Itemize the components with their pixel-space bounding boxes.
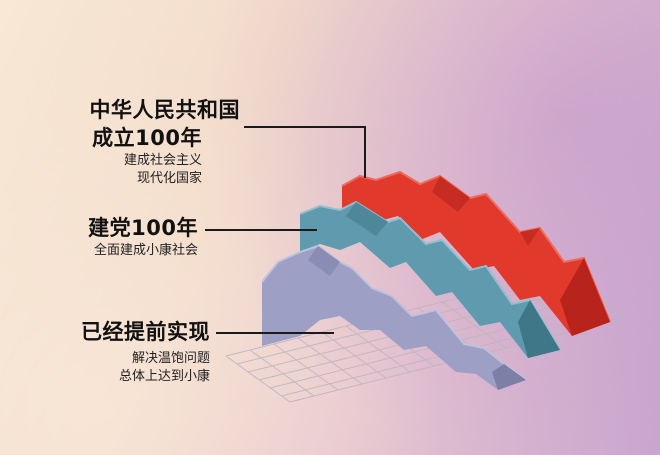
milestone-3-desc-line1: 解决温饱问题 — [131, 351, 210, 366]
milestone-3-leader-line — [216, 332, 334, 334]
milestone-1-desc-line2: 现代化国家 — [136, 171, 202, 186]
lavender-ridge — [261, 244, 527, 390]
milestone-3-desc-line2: 总体上达到小康 — [118, 369, 210, 384]
milestone-3-title: 已经提前实现 — [81, 320, 210, 344]
milestone-3-label: 已经提前实现 解决温饱问题 总体上达到小康 — [30, 318, 210, 386]
red-ridge — [341, 170, 611, 336]
milestone-2-desc: 全面建成小康社会 — [93, 243, 198, 258]
milestone-1-title-line2: 成立100年 — [92, 126, 202, 150]
milestone-1-leader-line — [244, 126, 366, 128]
milestone-1-title-line1: 中华人民共和国 — [89, 98, 240, 122]
milestone-2-title: 建党100年 — [88, 216, 198, 240]
milestone-1-desc-line1: 建成社会主义 — [123, 153, 202, 168]
milestone-2-leader-line — [205, 229, 317, 231]
milestone-1-leader-drop — [364, 126, 366, 178]
milestone-2-label: 建党100年 全面建成小康社会 — [30, 214, 198, 260]
blue-ridge — [299, 200, 561, 358]
milestone-1-label: 中华人民共和国 成立100年 建成社会主义 现代化国家 — [30, 96, 240, 188]
